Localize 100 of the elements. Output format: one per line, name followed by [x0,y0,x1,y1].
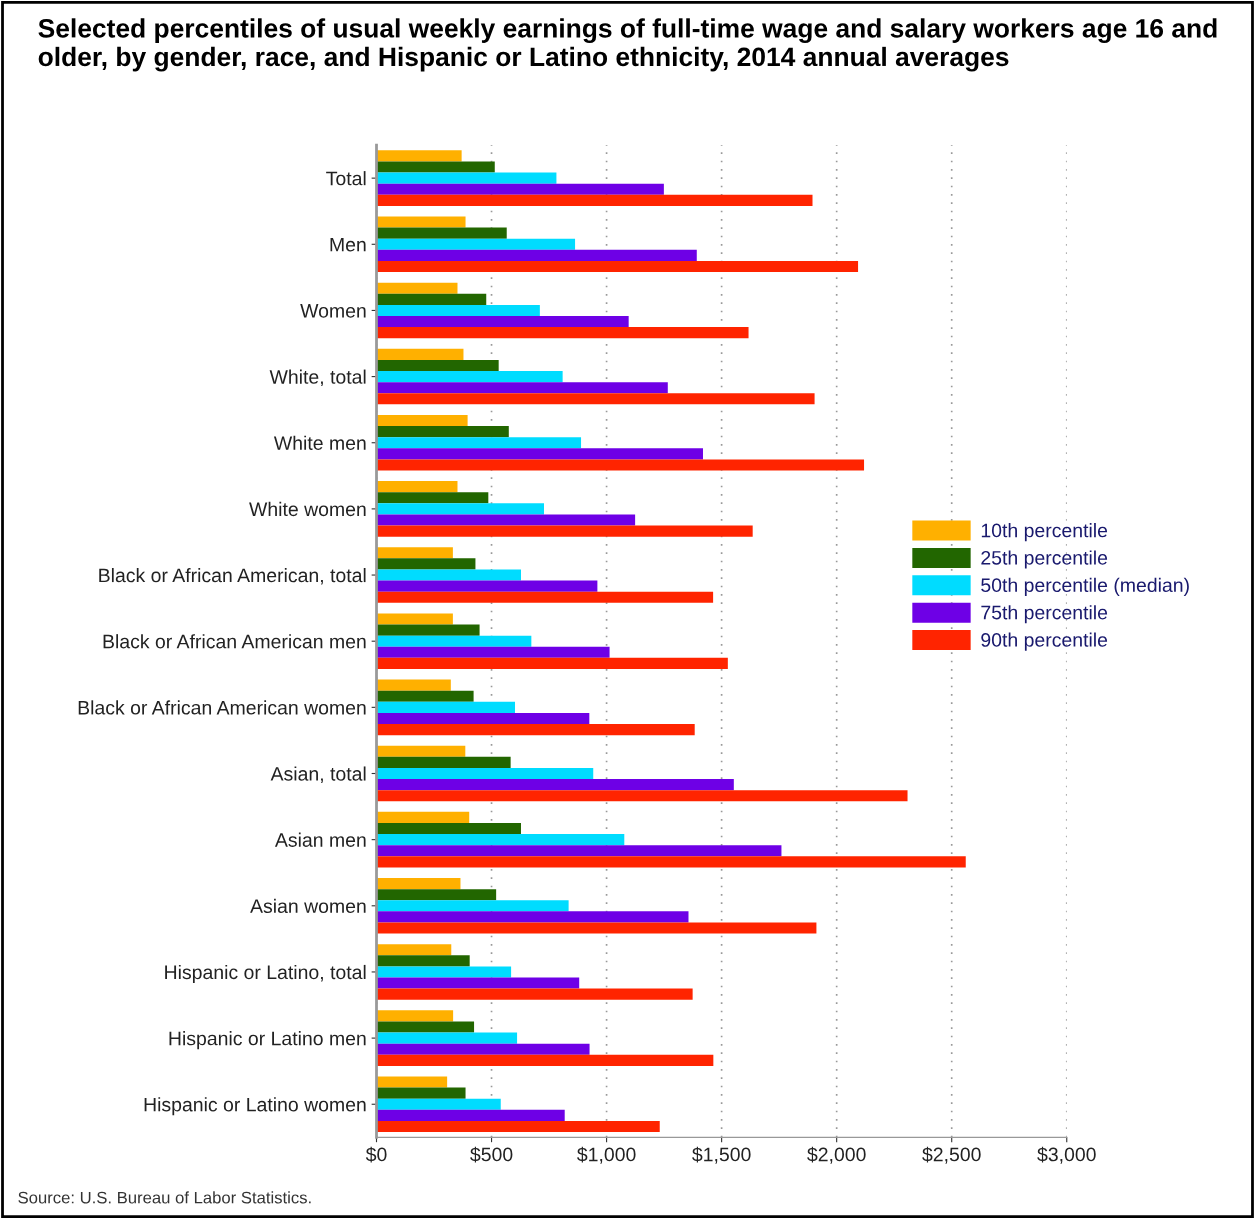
y-tick-label: Hispanic or Latino women [144,1097,366,1116]
y-tick-label: Asian, total [270,766,366,784]
bar [376,767,594,780]
bar [376,183,664,195]
bar [376,635,532,647]
bar [376,790,908,802]
bar [376,1010,454,1022]
bar [376,657,728,669]
y-tick-label: Asian men [274,832,366,847]
bar [376,1032,518,1044]
bar [376,359,499,372]
bar [376,161,495,173]
y-tick-label: Black or African American men [103,634,366,649]
bar [376,1087,466,1099]
bar [376,756,511,768]
bar [376,745,466,757]
bar [376,382,668,394]
bar [376,900,569,912]
bar [376,481,458,493]
bar [376,944,452,956]
x-tick-label: $1,500 [692,1146,751,1164]
bar [376,822,521,835]
bar [376,282,458,294]
y-tick-label: White men [273,435,366,450]
chart-title: Selected percentiles of usual weekly earnings of full-time wage and salary workers age 16 and older, by gender, race, and Hispanic or Latino ethnicity, 2014 annual averages [38,18,1217,72]
bar [376,459,865,471]
bar [376,911,689,923]
bar [376,348,464,360]
bar [376,249,697,261]
bar [376,966,512,978]
bar [376,591,714,603]
bar [376,558,476,570]
bar [376,1120,660,1133]
bar [376,238,576,250]
y-tick-label: White, total [269,369,366,387]
bar [376,426,509,438]
bar [376,194,813,206]
bar [376,492,489,504]
bar [376,437,582,449]
bar [376,712,590,725]
bar [376,1098,501,1110]
bar [376,172,557,184]
bar [376,1043,590,1055]
bar [376,856,966,868]
bar [376,1054,714,1066]
bar [376,988,693,1000]
bar [376,845,782,857]
x-tick-label: $1,000 [577,1146,636,1164]
y-tick-label: Men [330,237,366,252]
y-tick-label: Hispanic or Latino men [169,1031,366,1050]
bar [376,150,462,162]
bar [376,525,753,537]
legend-label: 50th percentile (median) [981,577,1189,596]
bar [376,1109,565,1121]
bar [376,679,451,691]
bar [376,624,480,636]
bar [376,811,470,823]
bar [376,1021,475,1033]
x-tick-label: $2,000 [807,1146,866,1164]
bar [376,977,580,989]
x-tick-label: $2,500 [922,1146,981,1164]
bar [376,646,610,658]
legend-label: 10th percentile [981,523,1108,542]
bar [376,1076,448,1088]
bar [376,514,636,526]
legend-label: 90th percentile [981,632,1108,651]
bar [376,922,817,934]
bar [376,878,461,890]
y-tick-label: Black or African American women [78,700,366,715]
bar [376,393,815,405]
y-tick-label: Women [300,304,366,318]
bar [376,216,466,228]
source-note: Source: U.S. Bureau of Labor Statistics. [18,1191,311,1204]
bar [376,227,507,239]
bar [376,503,544,515]
x-tick-label: $0 [365,1146,387,1163]
bar [376,547,453,559]
bar [376,414,468,427]
legend-label: 25th percentile [981,550,1108,569]
y-tick-label: White women [249,501,366,517]
bar [376,569,521,581]
bar [376,701,516,713]
bar [376,613,453,625]
bar [376,448,703,460]
bar [376,304,540,316]
bar [376,955,470,967]
y-tick-label: Total [326,171,366,186]
bar [376,316,629,328]
bar [376,690,474,702]
y-tick-label: Black or African American, total [99,568,366,585]
bar [376,371,563,383]
bar [376,779,734,791]
bar [376,834,625,846]
bar [376,724,695,736]
y-tick-label: Asian women [250,898,366,914]
x-tick-label: $3,000 [1037,1146,1096,1164]
x-tick-label: $500 [470,1146,513,1163]
bar [376,293,487,305]
bar [376,260,859,273]
bar [376,327,749,339]
